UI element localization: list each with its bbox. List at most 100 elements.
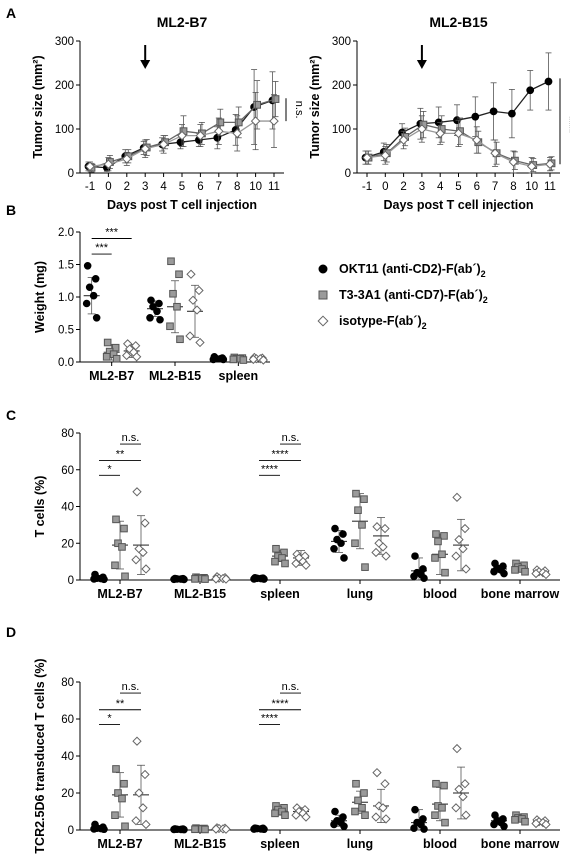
data-point-isotype [451,803,461,813]
data-point-okt11 [331,807,339,816]
data-point-isotype [380,779,390,789]
data-point-isotype [490,148,500,158]
data-point-okt11 [147,296,155,305]
y-tick-label: 1.0 [58,292,74,304]
data-point-okt11 [82,299,91,308]
x-tick-label: 11 [544,181,556,193]
data-point-t3 [191,575,199,583]
data-point-okt11 [219,355,228,364]
chart-title: ML2-B15 [429,14,488,30]
data-point-okt11 [500,569,508,578]
y-tick-label: 300 [55,36,74,48]
y-tick-label: 0 [68,825,74,837]
legend-marker [318,264,328,274]
data-point-t3 [112,354,121,363]
data-point-t3 [352,779,360,788]
data-point-isotype [371,547,381,558]
data-point-isotype [221,824,231,834]
x-tick-label: 10 [525,181,538,193]
y-axis-label: T cells (%) [33,476,47,538]
data-point-okt11 [90,575,98,583]
y-tick-label: 0.5 [58,325,74,337]
data-point-okt11 [176,138,185,147]
x-tick-label: 7 [216,181,222,193]
data-point-okt11 [170,825,178,834]
data-point-t3 [102,353,111,361]
data-point-isotype [131,352,142,362]
y-axis-label: Tumor size (mm²) [308,55,322,158]
data-point-isotype [371,812,381,822]
data-point-isotype [372,767,382,778]
category-label: ML2-B15 [174,837,226,851]
y-axis-label: TCR2.5D6 transduced T cells (%) [33,658,47,853]
data-point-isotype [417,124,427,134]
data-point-isotype [454,534,464,545]
data-point-t3 [271,809,279,818]
injection-arrow-head [416,60,427,69]
data-point-isotype [138,547,148,558]
data-point-okt11 [180,825,188,834]
y-axis-label: Tumor size (mm²) [31,55,45,158]
panel-letter-d: D [6,624,16,640]
data-point-isotype [451,551,461,561]
legend-marker [318,290,328,300]
data-point-okt11 [410,824,418,832]
category-label: lung [347,837,373,851]
data-point-okt11 [331,524,339,533]
y-tick-label: 0 [68,168,74,180]
significance-label: *** [105,227,119,239]
data-point-isotype [221,574,231,584]
data-point-t3 [511,816,519,824]
data-point-isotype [140,518,150,528]
data-point-isotype [372,522,382,532]
category-label: spleen [260,587,300,601]
data-point-isotype [452,492,462,502]
x-axis-label: Days post T cell injection [107,198,257,212]
y-tick-label: 80 [61,428,74,440]
legend-label-subscript: 2 [422,321,427,331]
data-point-t3 [112,515,120,524]
data-point-okt11 [155,299,163,308]
data-point-isotype [103,159,114,169]
category-label: lung [347,587,373,601]
data-point-t3 [120,524,128,533]
category-label: blood [423,587,457,601]
legend-label: T3-3A1 (anti-CD7)-F(ab´)2 [339,288,488,305]
data-point-isotype [362,152,372,163]
data-point-isotype [177,130,187,141]
data-point-isotype [291,810,301,820]
data-point-t3 [229,355,238,364]
injection-arrow-head [140,60,151,69]
significance-label: * [107,713,112,725]
data-point-isotype [301,812,311,822]
data-point-t3 [432,779,440,788]
x-axis-label: Days post T cell injection [383,198,533,212]
data-point-t3 [351,539,359,548]
data-point-isotype [195,337,205,348]
y-tick-label: 40 [61,502,74,514]
legend-marker [317,315,329,327]
chart-a-ml2-b7: 0 100 200 300 -1 0 2 3 4 5 6 7 8 10 11 Days post T cell… [31,14,305,212]
x-tick-label: 10 [249,181,262,193]
data-point-t3 [354,506,362,514]
data-point-isotype [269,116,279,126]
category-label: bone marrow [481,587,560,601]
significance-label: **** [271,698,289,710]
data-point-okt11 [411,552,419,560]
data-point-t3 [521,567,529,576]
data-point-isotype [472,135,482,145]
data-point-okt11 [250,825,258,833]
data-point-t3 [360,495,368,503]
data-point-t3 [271,95,280,103]
data-point-isotype [140,144,150,154]
y-axis-label: Weight (mg) [33,261,47,333]
data-point-t3 [281,559,289,568]
data-point-isotype [453,128,464,139]
y-tick-label: 0.0 [58,357,74,369]
data-point-isotype [188,295,198,305]
data-point-isotype [435,128,445,139]
data-point-isotype [458,544,468,554]
significance-label: **** [261,463,279,475]
chart-b-weight: 0.0 0.5 1.0 1.5 2.0 ML2-B7 ML2-B15 spleen Weight… [33,227,270,383]
